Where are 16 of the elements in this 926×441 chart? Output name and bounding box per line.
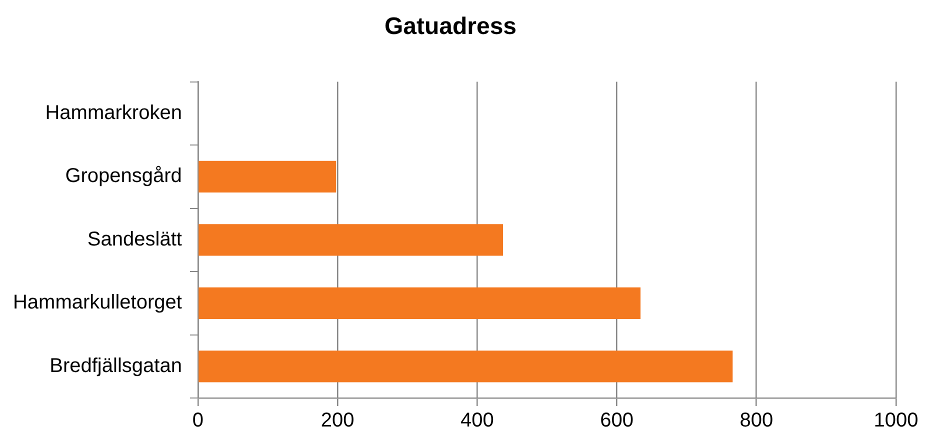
y-tick-label: Gropensgård xyxy=(65,165,182,188)
x-tick-label: 0 xyxy=(192,410,204,432)
y-tick-label: Bredfjällsgatan xyxy=(50,354,182,377)
x-tick-label: 800 xyxy=(740,410,774,432)
bar xyxy=(198,287,641,319)
x-tick-label: 1000 xyxy=(874,410,918,432)
y-tick-label: Sandeslätt xyxy=(87,228,182,250)
bar xyxy=(198,350,733,382)
y-tick-label: Hammarkroken xyxy=(45,102,182,124)
x-tick-label: 400 xyxy=(460,410,494,432)
bar xyxy=(198,224,503,256)
x-tick-label: 200 xyxy=(320,410,354,432)
x-tick-label: 600 xyxy=(600,410,634,432)
y-tick-label: Hammarkulletorget xyxy=(12,292,182,314)
chart-title: Gatuadress xyxy=(384,13,517,40)
bar xyxy=(198,160,336,192)
